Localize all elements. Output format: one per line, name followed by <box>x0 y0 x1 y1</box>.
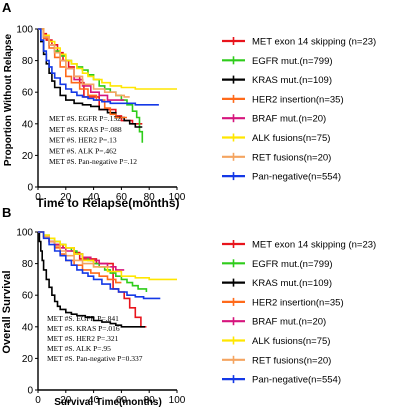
y-tick-label: 100 <box>16 25 33 36</box>
legend: MET exon 14 skipping (n=23) EGFR mut.(n=7… <box>222 240 376 386</box>
panel-label: B <box>2 205 11 220</box>
series-line-5 <box>38 231 177 281</box>
series-line-6 <box>38 28 130 98</box>
legend-label: EGFR mut.(n=799) <box>252 259 333 270</box>
x-tick-label: 0 <box>35 395 41 406</box>
p-value-annotation: MET #S. HER2 P=.321 <box>47 334 119 343</box>
y-tick-label: 60 <box>22 291 34 302</box>
x-tick-label: 20 <box>60 192 72 203</box>
y-tick-label: 0 <box>27 386 33 397</box>
legend-label: Pan-negative(n=554) <box>252 172 341 183</box>
y-tick-label: 40 <box>22 119 34 130</box>
y-tick-label: 80 <box>22 259 34 270</box>
y-tick-label: 20 <box>22 151 34 162</box>
x-tick-label: 60 <box>116 395 128 406</box>
series-line-2 <box>38 231 145 328</box>
p-value-annotation: MET #S. KRAS P=.016 <box>47 324 120 333</box>
p-value-annotation: MET #S. Pan-negative P=.12 <box>49 157 137 166</box>
x-tick-label: 60 <box>116 192 128 203</box>
x-tick-label: 80 <box>144 192 156 203</box>
p-value-annotation: MET #S. EGFR P=.152 <box>49 114 121 123</box>
series-line-7 <box>38 28 159 106</box>
legend-label: BRAF mut.(n=20) <box>252 317 326 328</box>
panel-label: A <box>2 0 12 15</box>
y-tick-label: 20 <box>22 354 34 365</box>
x-tick-label: 100 <box>169 192 186 203</box>
legend-label: RET fusions(n=20) <box>252 355 331 366</box>
series-line-3 <box>38 28 127 119</box>
x-tick-label: 100 <box>169 395 186 406</box>
legend-label: MET exon 14 skipping (n=23) <box>252 240 376 251</box>
series-group <box>38 231 177 328</box>
p-value-annotation: MET #S. Pan-negative P=0.337 <box>47 354 143 363</box>
x-tick-label: 40 <box>88 395 100 406</box>
y-tick-label: 60 <box>22 88 34 99</box>
y-tick-label: 0 <box>27 183 33 194</box>
series-line-6 <box>38 231 111 268</box>
p-value-annotation: MET #S. ALK P=.95 <box>47 344 111 353</box>
legend-label: ALK fusions(n=75) <box>252 133 330 144</box>
x-axis-title: Survival Time(months) <box>54 397 162 408</box>
y-axis-title: Overall Survival <box>1 270 13 353</box>
x-tick-label: 40 <box>88 192 100 203</box>
legend-label: BRAF mut.(n=20) <box>252 114 326 125</box>
panel-b: B 0 20 40 60 80 100 0 20 40 60 80 100 Survival Time(m… <box>1 205 376 408</box>
series-line-7 <box>38 231 161 300</box>
y-tick-label: 40 <box>22 322 34 333</box>
series-line-2 <box>38 28 143 128</box>
legend-label: MET exon 14 skipping (n=23) <box>252 37 376 48</box>
series-line-5 <box>38 28 177 90</box>
series-group <box>38 28 177 143</box>
p-value-annotation: MET #S. ALK P=.462 <box>49 146 117 155</box>
p-value-annotation: MET #S. KRAS P=.088 <box>49 125 122 134</box>
x-tick-label: 0 <box>35 192 41 203</box>
x-tick-label: 80 <box>144 395 156 406</box>
legend: MET exon 14 skipping (n=23) EGFR mut.(n=7… <box>222 37 376 183</box>
legend-label: KRAS mut.(n=109) <box>252 278 332 289</box>
x-tick-label: 20 <box>60 395 72 406</box>
legend-label: ALK fusions(n=75) <box>252 336 330 347</box>
legend-label: Pan-negative(n=554) <box>252 375 341 386</box>
y-tick-label: 80 <box>22 56 34 67</box>
y-tick-label: 100 <box>16 228 33 239</box>
x-axis-title: Time to Relapse(months) <box>36 196 179 210</box>
p-value-annotation: MET #S. EGFR P=.841 <box>47 314 119 323</box>
legend-label: KRAS mut.(n=109) <box>252 75 332 86</box>
legend-label: RET fusions(n=20) <box>252 152 331 163</box>
legend-label: HER2 insertion(n=35) <box>252 94 344 105</box>
legend-label: HER2 insertion(n=35) <box>252 297 344 308</box>
p-value-annotation: MET #S. HER2 P=.13 <box>49 136 117 145</box>
y-axis-title: Proportion Without Relapse <box>3 34 14 167</box>
legend-label: EGFR mut.(n=799) <box>252 56 333 67</box>
